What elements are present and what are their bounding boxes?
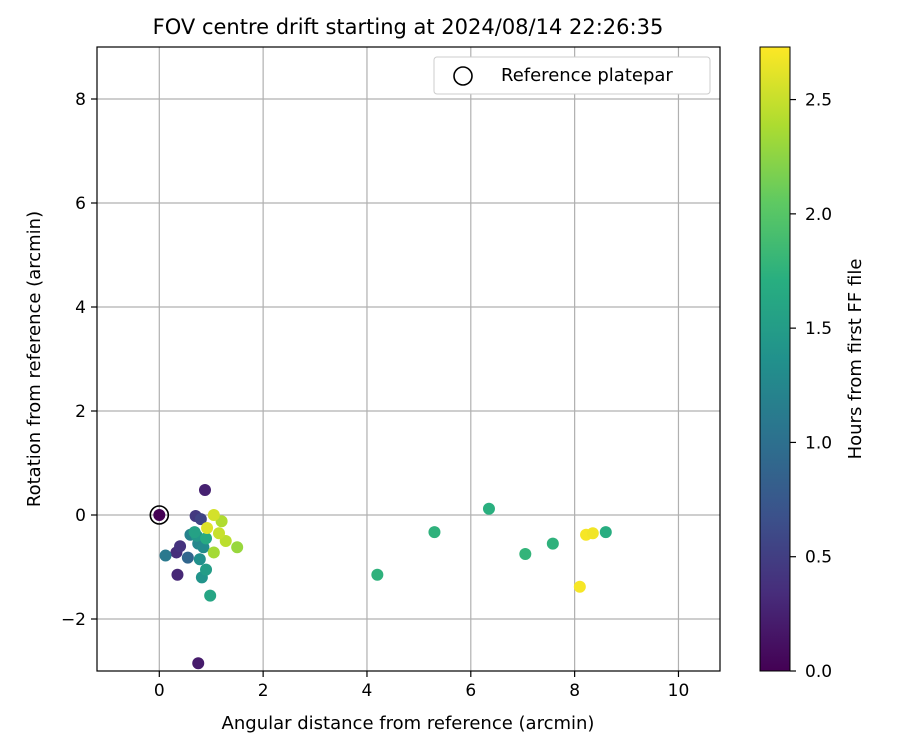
scatter-point bbox=[181, 551, 194, 564]
colorbar-gradient bbox=[759, 46, 791, 672]
x-tick-label: 2 bbox=[258, 681, 269, 701]
scatter-point bbox=[193, 553, 206, 566]
scatter-point bbox=[213, 527, 226, 540]
colorbar-tick-label: 1.0 bbox=[805, 433, 832, 453]
y-tick-label: 0 bbox=[75, 506, 86, 526]
x-axis-ticks: 0 2 4 6 8 10 bbox=[154, 671, 689, 701]
scatter-point bbox=[482, 502, 495, 515]
reference-platepar-marker bbox=[149, 505, 170, 525]
scatter-point bbox=[201, 522, 214, 534]
y-tick-label: −2 bbox=[61, 610, 86, 630]
scatter-point bbox=[174, 540, 187, 553]
legend-label: Reference platepar bbox=[501, 65, 673, 86]
scatter-point bbox=[204, 589, 217, 602]
colorbar-label: Hours from first FF file bbox=[845, 259, 866, 460]
x-tick-label: 0 bbox=[154, 681, 165, 701]
colorbar-ticks: 0.0 0.5 1.0 1.5 2.0 2.5 bbox=[790, 91, 832, 682]
colorbar: 0.0 0.5 1.0 1.5 2.0 2.5 Hours from first FF f… bbox=[759, 46, 866, 682]
scatter-point bbox=[599, 526, 612, 539]
x-tick-label: 6 bbox=[465, 681, 476, 701]
scatter-point bbox=[219, 535, 232, 547]
scatter-point bbox=[231, 541, 244, 554]
scatter-point bbox=[519, 548, 532, 560]
grid-lines bbox=[97, 47, 720, 671]
x-tick-label: 4 bbox=[362, 681, 373, 701]
scatter-point bbox=[371, 568, 384, 581]
y-axis-ticks: −2 0 2 4 6 8 bbox=[61, 90, 97, 630]
plot-area: 0 2 4 6 8 10 −2 0 2 4 6 8 bbox=[61, 46, 721, 701]
x-tick-label: 10 bbox=[668, 681, 690, 701]
colorbar-tick-label: 1.5 bbox=[805, 319, 832, 339]
y-tick-label: 2 bbox=[75, 402, 86, 422]
legend-box bbox=[433, 56, 711, 95]
x-tick-label: 8 bbox=[569, 681, 580, 701]
scatter-point bbox=[192, 657, 205, 670]
legend: Reference platepar bbox=[433, 56, 711, 95]
scatter-point bbox=[200, 563, 213, 576]
scatter-point bbox=[198, 484, 211, 497]
scatter-point bbox=[207, 546, 220, 559]
plot-background bbox=[97, 47, 720, 671]
y-axis-label: Rotation from reference (arcmin) bbox=[24, 211, 45, 507]
colorbar-tick-label: 2.0 bbox=[805, 205, 832, 225]
scatter-point bbox=[194, 513, 207, 526]
scatter-point bbox=[159, 549, 172, 562]
colorbar-tick-label: 0.0 bbox=[805, 662, 832, 682]
y-tick-label: 4 bbox=[75, 298, 86, 318]
plot-frame bbox=[96, 46, 721, 672]
colorbar-tick-label: 2.5 bbox=[805, 91, 832, 111]
scatter-point bbox=[207, 509, 220, 521]
x-axis-label: Angular distance from reference (arcmin) bbox=[222, 713, 595, 734]
scatter-point bbox=[153, 509, 166, 521]
y-tick-label: 6 bbox=[75, 194, 86, 214]
scatter-points bbox=[153, 484, 612, 670]
scatter-point bbox=[200, 532, 213, 545]
scatter-point bbox=[573, 580, 586, 593]
chart-title: FOV centre drift starting at 2024/08/14 … bbox=[153, 15, 664, 39]
legend-marker-icon bbox=[453, 66, 473, 86]
scatter-point bbox=[188, 526, 201, 539]
scatter-point bbox=[586, 527, 599, 540]
colorbar-tick-label: 0.5 bbox=[805, 548, 832, 568]
scatter-point bbox=[171, 568, 184, 581]
scatter-point bbox=[546, 537, 559, 550]
y-tick-label: 8 bbox=[75, 90, 86, 110]
scatter-point bbox=[428, 526, 441, 539]
